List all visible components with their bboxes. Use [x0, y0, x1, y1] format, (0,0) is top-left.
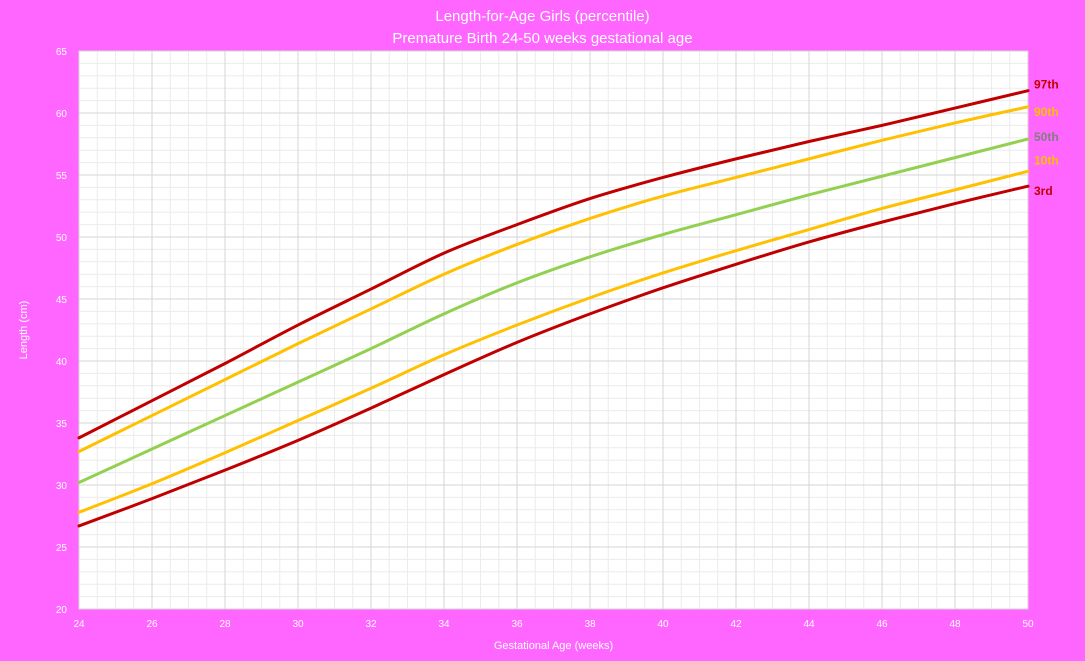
x-tick-label: 44 [803, 619, 815, 630]
y-tick-label: 60 [56, 109, 68, 120]
x-tick-label: 28 [219, 619, 231, 630]
y-tick-label: 35 [56, 419, 68, 430]
axis-ticks: 24 26 28 30 32 34 36 38 40 42 44 46 48 50 20 25 30 35 40 45… [56, 47, 1034, 630]
series-label-90th: 90th [1034, 105, 1059, 119]
y-tick-label: 45 [56, 295, 68, 306]
series-line-50th [77, 137, 1030, 485]
y-axis-title: Length (cm) [18, 301, 30, 360]
y-tick-label: 40 [56, 357, 68, 368]
x-tick-label: 42 [730, 619, 742, 630]
x-tick-label: 40 [657, 619, 669, 630]
series-label-3rd: 3rd [1034, 184, 1053, 198]
y-tick-label: 50 [56, 233, 68, 244]
x-tick-label: 48 [949, 619, 961, 630]
y-tick-label: 30 [56, 481, 68, 492]
x-tick-label: 24 [73, 619, 85, 630]
y-tick-label: 55 [56, 171, 68, 182]
y-tick-label: 25 [56, 543, 68, 554]
series-label-10th: 10th [1034, 153, 1059, 167]
x-tick-label: 30 [292, 619, 304, 630]
y-tick-label: 20 [56, 605, 68, 616]
series-end-labels: 97th 90th 50th 10th 3rd [1034, 78, 1059, 198]
x-tick-label: 34 [438, 619, 450, 630]
x-tick-label: 50 [1022, 619, 1034, 630]
x-tick-label: 36 [511, 619, 523, 630]
x-tick-label: 26 [146, 619, 158, 630]
x-tick-label: 32 [365, 619, 377, 630]
x-axis-title: Gestational Age (weeks) [494, 640, 613, 652]
y-tick-label: 65 [56, 47, 68, 58]
chart-title: Length-for-Age Girls (percentile) [435, 8, 650, 25]
major-gridlines [78, 50, 1029, 610]
chart-subtitle: Premature Birth 24-50 weeks gestational … [392, 30, 693, 47]
series-label-97th: 97th [1034, 78, 1059, 92]
x-tick-label: 46 [876, 619, 888, 630]
series-line-97th [77, 89, 1030, 440]
series-lines [77, 89, 1030, 528]
series-line-10th [77, 169, 1030, 514]
series-label-50th: 50th [1034, 130, 1059, 144]
series-line-3rd [77, 184, 1030, 528]
series-line-90th [77, 105, 1030, 454]
x-tick-label: 38 [584, 619, 596, 630]
